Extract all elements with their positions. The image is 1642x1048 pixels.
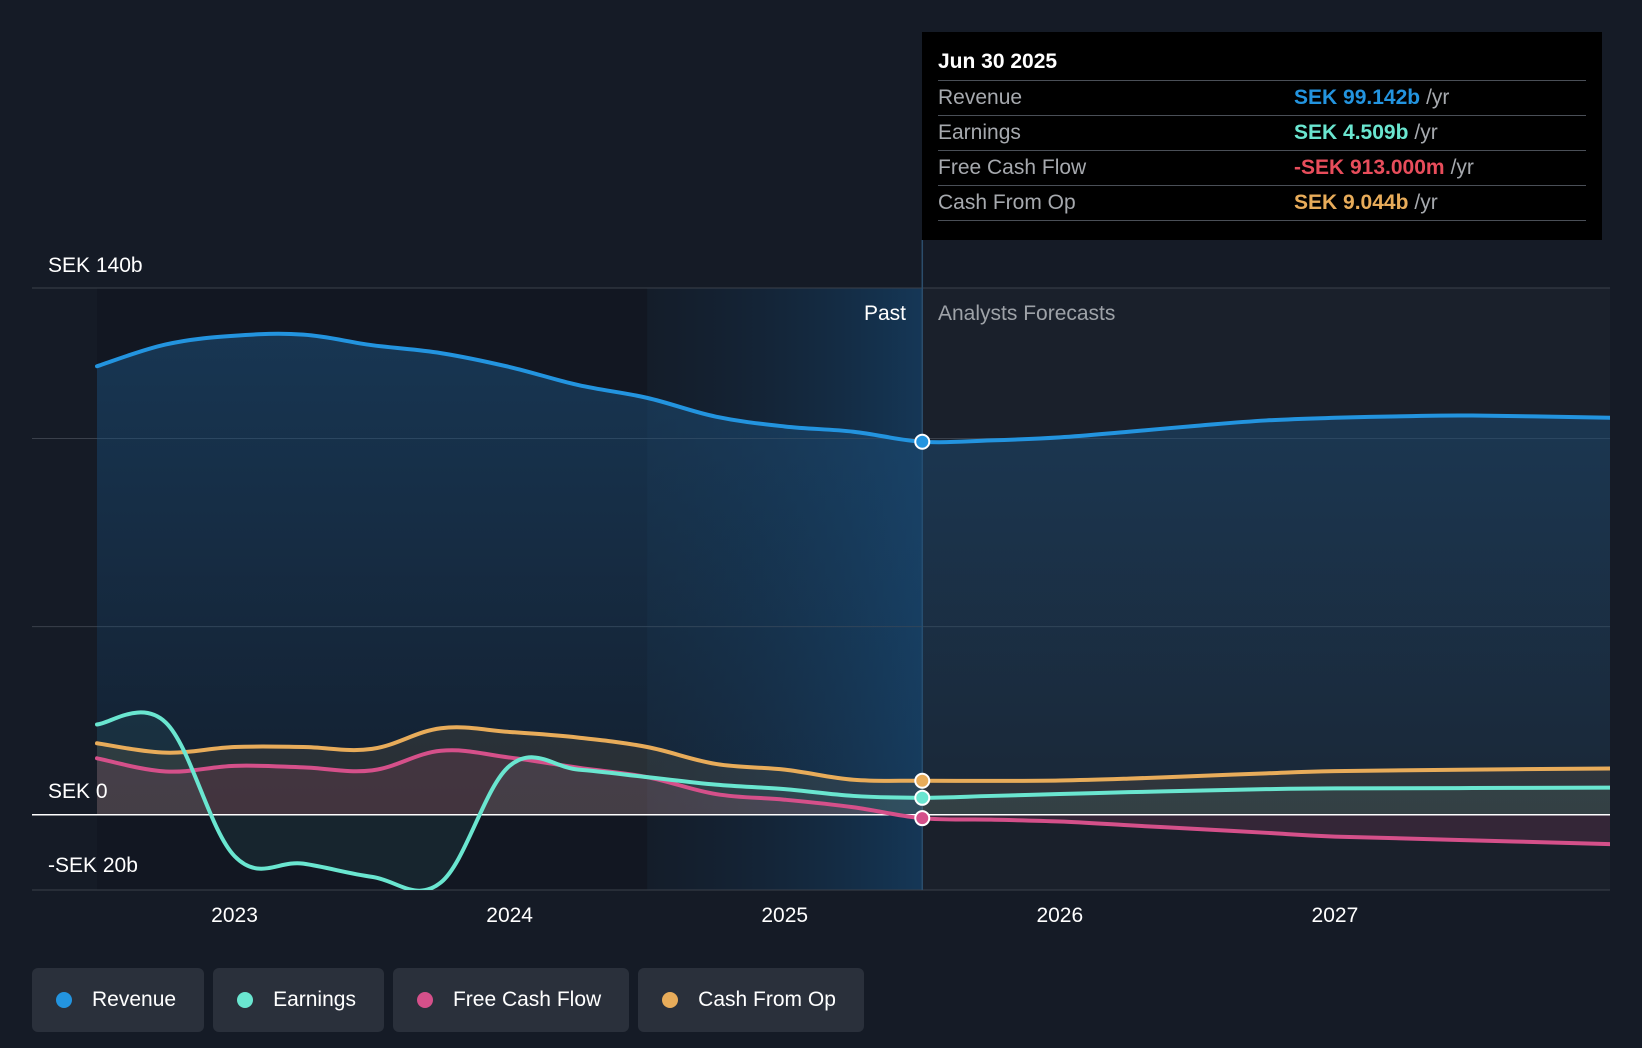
series-markers[interactable] <box>914 433 931 827</box>
tooltip-row-free-cash-flow: Free Cash Flow -SEK 913.000m /yr <box>938 150 1586 185</box>
legend-label: Earnings <box>273 988 356 1011</box>
cash-from-op-line <box>95 725 1610 783</box>
revenue-dot-icon <box>56 992 72 1008</box>
tooltip-value: SEK 4.509b <box>1294 121 1409 144</box>
tooltip-unit: /yr <box>1426 86 1450 109</box>
past-region-label: Past <box>864 302 906 325</box>
y-label-bottom: -SEK 20b <box>48 854 138 877</box>
tooltip-label: Cash From Op <box>938 191 1076 214</box>
legend-item-free-cash-flow[interactable]: Free Cash Flow <box>392 968 630 1032</box>
x-tick-label: 2023 <box>211 904 258 927</box>
legend-item-earnings[interactable]: Earnings <box>213 968 384 1032</box>
tooltip-row-cash-from-op: Cash From Op SEK 9.044b /yr <box>938 185 1586 221</box>
tooltip: Jun 30 2025 Revenue SEK 99.142b /yr Earn… <box>922 32 1602 240</box>
x-tick-label: 2024 <box>486 904 533 927</box>
free-cash-flow-marker[interactable] <box>914 810 931 827</box>
free-cash-flow-dot-icon <box>416 992 433 1008</box>
tooltip-label: Earnings <box>938 121 1021 144</box>
tooltip-value: -SEK 913.000m <box>1294 156 1445 179</box>
x-tick-label: 2027 <box>1312 904 1359 927</box>
legend-label: Cash From Op <box>698 988 836 1011</box>
tooltip-value: SEK 99.142b <box>1294 86 1421 109</box>
legend-item-revenue[interactable]: Revenue <box>32 968 205 1032</box>
x-tick-label: 2026 <box>1036 904 1083 927</box>
y-label-top: SEK 140b <box>48 254 143 277</box>
earnings-area <box>97 712 1610 890</box>
earnings-dot-icon <box>237 992 254 1008</box>
revenue-area <box>97 333 1610 815</box>
legend-label: Revenue <box>92 988 177 1011</box>
tooltip-unit: /yr <box>1414 191 1438 214</box>
tooltip-value: SEK 9.044b <box>1294 191 1409 214</box>
cash-from-op-marker[interactable] <box>914 772 931 789</box>
tooltip-date: Jun 30 2025 <box>938 50 1058 73</box>
free-cash-flow-line <box>95 748 1610 847</box>
forecast-region-label: Analysts Forecasts <box>938 302 1115 325</box>
earnings-marker[interactable] <box>914 789 931 806</box>
series-lines <box>32 331 1610 890</box>
revenue-marker[interactable] <box>914 433 931 450</box>
cash-from-op-area <box>97 727 1610 815</box>
series-areas <box>97 333 1610 890</box>
cash-from-op-dot-icon <box>662 992 679 1008</box>
tooltip-unit: /yr <box>1450 156 1474 179</box>
x-tick-label: 2025 <box>761 904 808 927</box>
tooltip-row-revenue: Revenue SEK 99.142b /yr <box>938 80 1586 115</box>
tooltip-unit: /yr <box>1414 121 1438 144</box>
free-cash-flow-area <box>97 750 1610 845</box>
legend-label: Free Cash Flow <box>452 988 602 1011</box>
y-label-zero: SEK 0 <box>48 780 108 803</box>
tooltip-label: Free Cash Flow <box>938 156 1087 179</box>
earnings-line <box>95 710 1610 890</box>
x-axis-ticks: 2023 2024 2025 2026 2027 <box>211 904 1358 927</box>
revenue-line <box>95 331 1610 445</box>
legend: Revenue Earnings Free Cash Flow Cash Fro… <box>32 968 864 1032</box>
tooltip-row-earnings: Earnings SEK 4.509b /yr <box>938 115 1586 150</box>
legend-item-cash-from-op[interactable]: Cash From Op <box>638 968 864 1032</box>
tooltip-label: Revenue <box>938 86 1023 109</box>
